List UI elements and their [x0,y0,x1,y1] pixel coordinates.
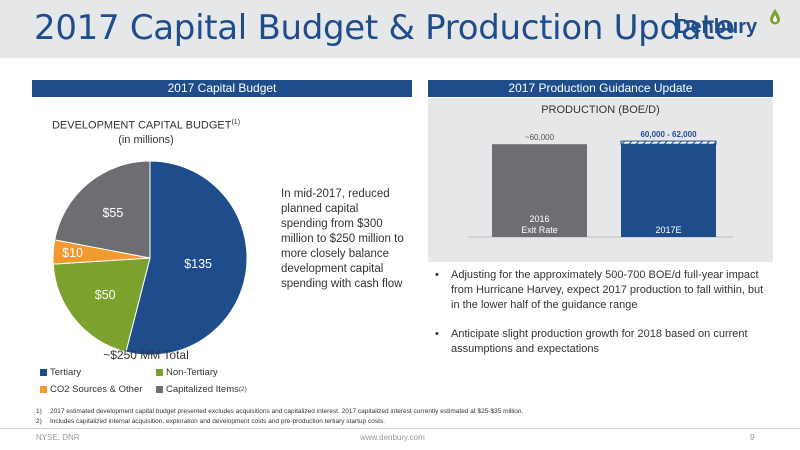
logo-text: Denbury [676,16,758,38]
legend-swatch [40,369,47,376]
legend-swatch [156,369,163,376]
footnote-text: 2017 estimated development capital budge… [50,408,524,415]
pie-value-label: $10 [62,246,83,260]
bullet-text: Anticipate slight production growth for … [451,328,748,355]
bullet-text: Adjusting for the approximately 500-700 … [451,269,764,311]
bullet-dot-icon: • [435,328,439,340]
legend-label: Tertiary [50,367,82,378]
footnote-number: 1) [36,408,42,415]
legend-label: Non-Tertiary [166,367,218,378]
footer: NYSE: DNR www.denbury.com 9 [0,428,800,450]
bullet-item: • Anticipate slight production growth fo… [433,327,773,357]
title-bar [0,0,800,58]
legend-item: Non-Tertiary [156,367,218,378]
drop-icon [770,9,780,25]
guidance-range-bar [620,140,717,145]
bar-category-label: 2016 [529,214,549,224]
capital-budget-pie-chart: $135 $50 $10 $55 [52,160,248,356]
bar-value-label: ~60,000 [525,133,555,142]
pie-total-label: ~$250 MM Total [103,348,189,362]
bullet-dot-icon: • [435,269,439,281]
footer-url[interactable]: www.denbury.com [360,433,425,442]
legend-item: Capitalized Items (2) [156,384,247,395]
footnote-number: 2) [36,418,42,425]
bar-value-label: 60,000 - 62,000 [640,130,697,139]
pie-chart-title: DEVELOPMENT CAPITAL BUDGET(1) (in millio… [32,116,260,147]
legend-swatch [40,386,47,393]
pie-slice-tertiary [125,160,248,356]
footnote-text: Includes capitalized internal acquisitio… [50,418,385,425]
capital-budget-header: 2017 Capital Budget [32,80,412,97]
footnote: 2) Includes capitalized internal acquisi… [36,417,776,427]
production-guidance-header: 2017 Production Guidance Update [428,80,773,97]
pie-value-label: $50 [95,288,116,302]
footnotes: 1) 2017 estimated development capital bu… [36,407,776,427]
legend-item: CO2 Sources & Other [40,384,142,395]
page-title: 2017 Capital Budget & Production Update [34,8,735,48]
production-chart-title: PRODUCTION (BOE/D) [541,104,660,116]
bar-category-label: 2017E [655,225,681,235]
production-bar [621,144,716,237]
legend-swatch [156,386,163,393]
footer-ticker: NYSE: DNR [36,433,80,442]
company-logo: Denbury [676,9,786,44]
budget-side-text: In mid-2017, reduced planned capital spe… [281,188,404,290]
pie-slice-capitalized-items [54,160,151,259]
legend-item: Tertiary [40,367,81,378]
bullet-item: • Adjusting for the approximately 500-70… [433,268,773,313]
legend-label: Capitalized Items [166,384,239,395]
page-number: 9 [750,433,755,442]
pie-slice-non-tertiary [52,257,151,353]
legend-footnote: (2) [238,386,247,393]
pie-value-label: $135 [184,257,212,271]
pie-subtitle: (in millions) [118,133,174,146]
pie-title-text: DEVELOPMENT CAPITAL BUDGET [51,119,232,132]
pie-title-footnote: (1) [231,119,241,126]
guidance-bullets: • Adjusting for the approximately 500-70… [433,268,773,371]
production-bar [492,144,587,237]
bar-category-label: Exit Rate [521,225,558,235]
pie-value-label: $55 [102,206,123,220]
legend-label: CO2 Sources & Other [50,384,143,395]
footnote: 1) 2017 estimated development capital bu… [36,407,776,417]
